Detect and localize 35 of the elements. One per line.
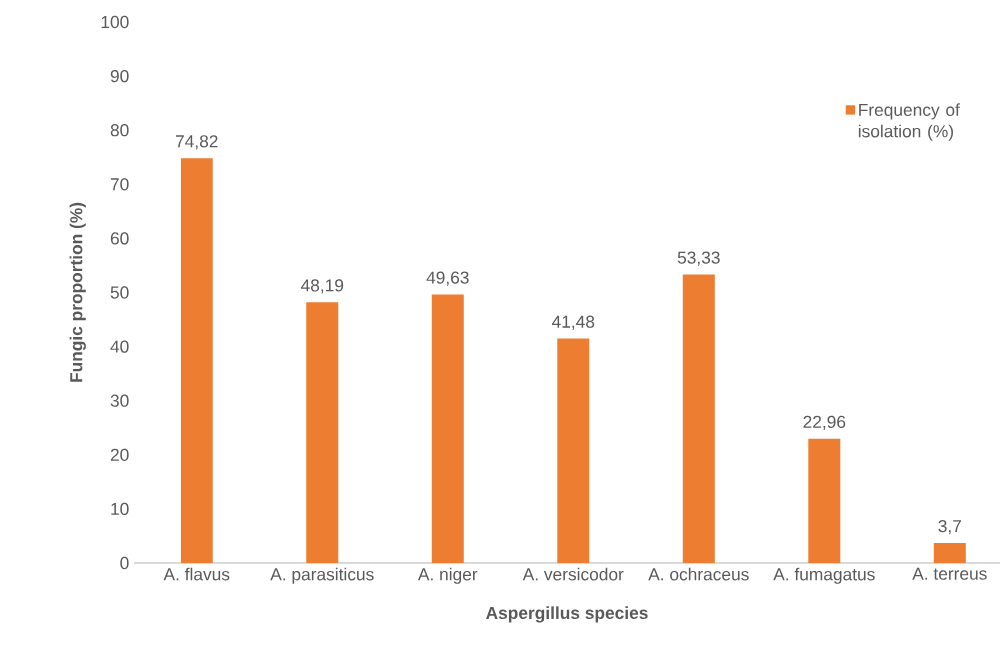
- bar: [933, 542, 966, 563]
- legend-label: Frequency of isolation (%): [858, 103, 960, 141]
- x-tick-label: A. versicodor: [522, 567, 624, 581]
- data-label: 22,96: [803, 415, 846, 431]
- data-label: 53,33: [677, 251, 720, 266]
- bar: [306, 302, 339, 563]
- y-axis-title: Fungic proportion (%): [69, 202, 86, 382]
- y-tick-label: 60: [110, 232, 129, 245]
- data-label: 3,7: [938, 519, 961, 535]
- x-axis-title: Aspergillus species: [486, 606, 648, 623]
- y-tick-label: 70: [110, 178, 129, 191]
- data-label: 74,82: [175, 135, 218, 150]
- x-tick-label: A. terreus: [912, 567, 987, 580]
- x-tick-label: A. fumagatus: [773, 567, 875, 584]
- y-tick-label: 80: [110, 124, 129, 137]
- x-tick-label: A. flavus: [163, 567, 230, 581]
- data-label: 49,63: [426, 271, 469, 286]
- x-tick-label: A. parasiticus: [270, 567, 374, 584]
- y-tick-label: 10: [111, 502, 129, 516]
- y-tick-label: 100: [101, 15, 129, 29]
- y-tick-label: 0: [120, 556, 129, 570]
- bar: [557, 338, 590, 563]
- y-tick-label: 90: [110, 69, 129, 83]
- y-tick-label: 50: [110, 286, 129, 299]
- bar: [682, 274, 715, 563]
- x-tick-label: A. ochraceus: [648, 567, 749, 581]
- bar: [431, 294, 464, 563]
- bar: [808, 438, 841, 563]
- y-tick-label: 30: [110, 394, 129, 407]
- bar: [180, 158, 213, 563]
- y-tick-label: 20: [110, 448, 129, 461]
- data-label: 48,19: [300, 279, 344, 294]
- data-label: 41,48: [551, 315, 595, 330]
- y-tick-label: 40: [110, 340, 129, 353]
- x-tick-label: A. niger: [417, 567, 478, 584]
